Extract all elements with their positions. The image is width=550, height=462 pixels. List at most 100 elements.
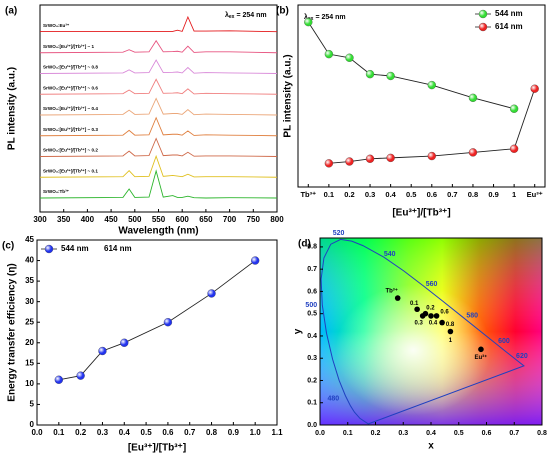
point-label: Tb³⁺ <box>385 288 398 295</box>
y-tick-label: 10 <box>25 379 34 388</box>
x-axis-label: Wavelength (nm) <box>118 226 198 237</box>
wavelength-label: 580 <box>466 313 478 320</box>
data-point <box>509 104 519 113</box>
x-tick-label: 550 <box>152 215 166 224</box>
series-line <box>39 39 278 54</box>
wavelength-label: 620 <box>516 353 528 360</box>
y-tick-label: 35 <box>25 276 34 285</box>
series-label: SrWO₄:Eu³⁺ <box>43 23 70 28</box>
data-point <box>439 319 445 326</box>
x-tick-label: 0.9 <box>228 428 240 437</box>
wavelength-label: 560 <box>426 281 438 288</box>
y-tick-label: 0.0 <box>307 422 317 429</box>
data-point <box>304 17 313 27</box>
x-tick-label: 0.6 <box>427 190 437 199</box>
x-tick-label: 0.0 <box>315 430 325 437</box>
panel-label: (d) <box>298 239 311 250</box>
y-tick-label: 30 <box>25 297 34 306</box>
x-tick-label: 0.1 <box>53 428 65 437</box>
series-line <box>39 169 278 199</box>
x-tick-label: 450 <box>104 215 118 224</box>
x-tick-label: 350 <box>57 215 71 224</box>
legend-marker <box>478 22 488 32</box>
x-tick-label: 0.7 <box>509 430 519 437</box>
y-tick-label: 0.6 <box>307 288 317 295</box>
data-point <box>386 153 395 163</box>
annotation-text: = 254 nm <box>315 14 345 21</box>
x-tick-label: 0.7 <box>184 428 196 437</box>
annotation: λex= 254 nm <box>225 11 267 20</box>
series-label: SrWO₄:[Eu³⁺]/[Tb³⁺] ~ 1 <box>43 44 95 49</box>
x-tick-label: 0.6 <box>162 428 174 437</box>
x-tick-label: 400 <box>81 215 95 224</box>
y-tick-label: 40 <box>25 256 34 265</box>
series-line <box>39 97 278 116</box>
y-tick-label: 45 <box>25 235 34 244</box>
data-point <box>54 375 63 384</box>
x-tick-label: 0.2 <box>371 430 381 437</box>
y-axis-label: PL intensity (a.u.) <box>7 67 18 150</box>
point-label: 0.1 <box>410 301 419 307</box>
data-point <box>428 313 434 319</box>
x-tick-label: Tb³⁺ <box>300 190 316 199</box>
legend-marker <box>44 244 54 254</box>
x-tick-label: 0.1 <box>343 430 353 437</box>
data-point <box>478 346 484 353</box>
data-point <box>324 159 334 168</box>
x-tick-label: 0.1 <box>324 190 334 199</box>
x-tick-label: 0.0 <box>31 428 43 437</box>
x-tick-label: Eu³⁺ <box>527 190 543 199</box>
y-tick-label: 5 <box>30 400 35 409</box>
data-point <box>414 306 420 313</box>
panel-label: (c) <box>2 241 14 252</box>
series-label: SrWO₄:Tb³⁺ <box>43 189 70 194</box>
series-line <box>39 59 278 74</box>
data-point <box>365 154 375 163</box>
y-tick-label: 0.8 <box>307 244 317 251</box>
x-tick-label: 650 <box>199 215 213 224</box>
x-tick-label: 1 <box>512 190 516 199</box>
data-point <box>394 295 401 301</box>
data-point <box>427 80 436 90</box>
point-label: 0.4 <box>429 320 438 326</box>
data-point <box>324 49 334 59</box>
series-label: SrWO₄:[Eu³⁺]/[Tb³⁺] ~ 0.8 <box>43 65 98 70</box>
chromaticity-background <box>320 238 542 425</box>
y-tick-label: 0.2 <box>307 377 317 384</box>
x-tick-label: 300 <box>33 215 47 224</box>
annotation-text: = 254 nm <box>236 12 266 19</box>
x-tick-label: 0.4 <box>119 428 131 437</box>
data-point <box>98 346 107 356</box>
y-axis-label: PL intensity (a.u.) <box>283 54 294 137</box>
x-tick-label: 0.8 <box>537 430 547 437</box>
series-label: SrWO₄:[Eu³⁺]/[Tb³⁺] ~ 0.6 <box>43 85 98 90</box>
series-label: SrWO₄:[Eu³⁺]/[Tb³⁺] ~ 0.1 <box>43 168 98 173</box>
series-label: SrWO₄:[Eu³⁺]/[Tb³⁺] ~ 0.4 <box>43 106 98 111</box>
wavelength-label: 480 <box>327 395 339 402</box>
x-tick-label: 0.2 <box>75 428 87 437</box>
x-tick-label: 0.5 <box>406 190 416 199</box>
y-tick-label: 0.5 <box>307 311 317 318</box>
point-label: Eu³⁺ <box>475 354 488 361</box>
y-tick-label: 0 <box>30 420 35 429</box>
x-tick-label: 500 <box>128 215 142 224</box>
point-label: 0.2 <box>426 305 435 311</box>
data-point <box>251 256 260 265</box>
x-tick-label: 0.3 <box>398 430 408 437</box>
x-tick-label: 0.6 <box>482 430 492 437</box>
legend-label: 544 nm <box>495 9 523 18</box>
data-point <box>419 313 426 319</box>
series-label: SrWO₄:[Eu³⁺]/[Tb³⁺] ~ 0.3 <box>43 127 98 132</box>
x-tick-label: 0.3 <box>97 428 109 437</box>
x-axis-label: [Eu³⁺]/[Tb³⁺] <box>392 208 450 219</box>
y-tick-label: 25 <box>25 317 34 326</box>
point-label: 1 <box>449 338 453 344</box>
x-tick-label: 1.0 <box>250 428 262 437</box>
y-axis-label: Energy transfer efficiency (η) <box>7 263 18 401</box>
x-tick-label: 0.8 <box>468 190 478 199</box>
spectral-locus <box>320 238 525 425</box>
y-tick-label: 0.7 <box>307 266 317 273</box>
data-point <box>447 328 454 335</box>
legend-label: 614 nm <box>104 244 132 253</box>
x-tick-label: 0.3 <box>365 190 375 199</box>
